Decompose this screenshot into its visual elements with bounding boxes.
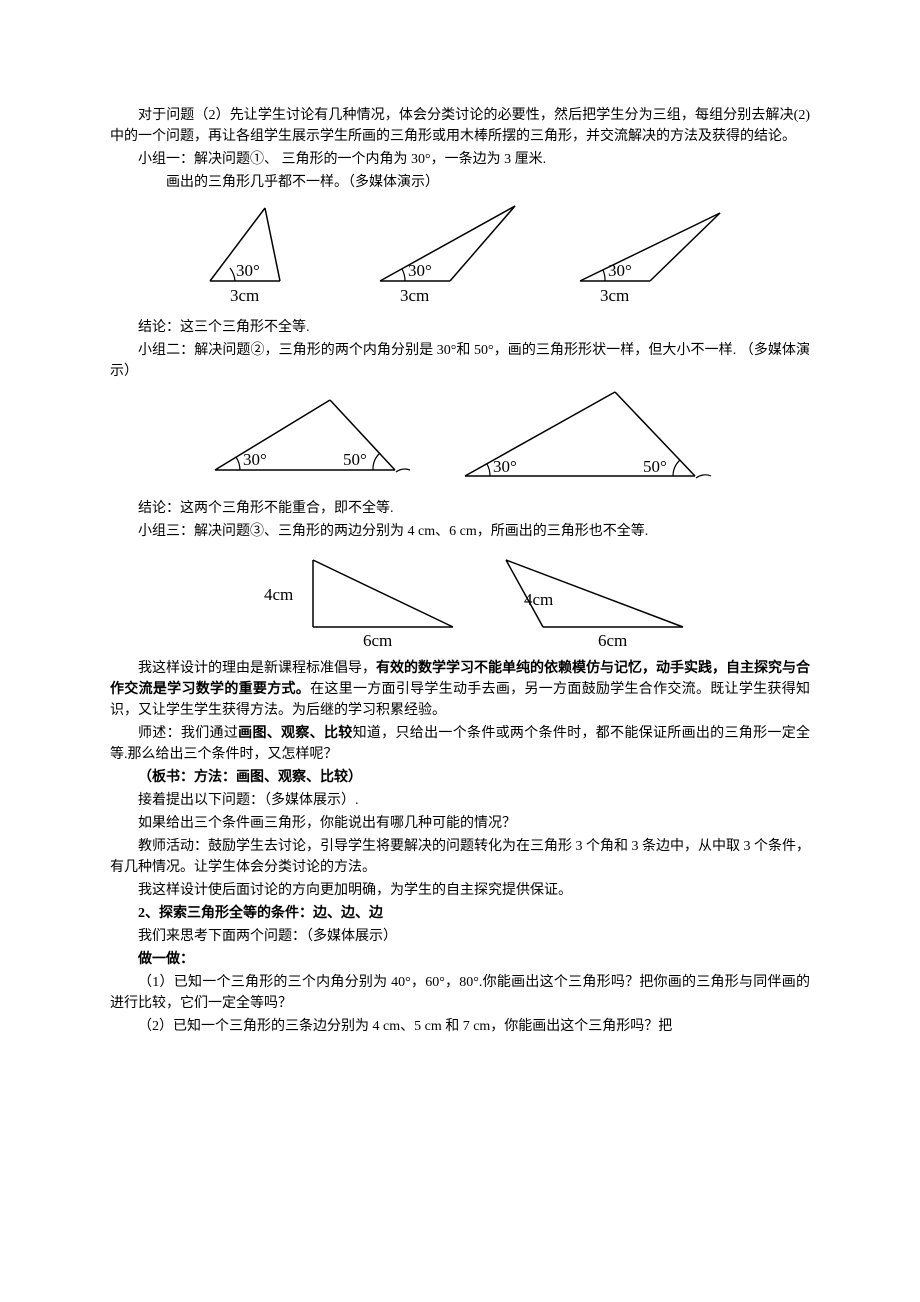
triangle-1b: 30° 3cm [360,201,540,309]
paragraph-2: 小组一：解决问题①、 三角形的一个内角为 30°，一条边为 3 厘米. [110,149,810,170]
svg-text:4cm: 4cm [264,585,293,604]
triangle-2b: 30° 50° [445,390,725,490]
paragraph-18: （1）已知一个三角形的三个内角分别为 40°，60°，80°.你能画出这个三角形… [110,972,810,1014]
paragraph-13: 教师活动：鼓励学生去讨论，引导学生将要解决的问题转化为在三角形 3 个角和 3 … [110,836,810,878]
paragraph-17: 做一做： [110,949,810,970]
figure-1: 30° 3cm 30° 3cm 30° 3cm [110,201,810,309]
paragraph-3: 画出的三角形几乎都不一样。（多媒体演示） [110,172,810,193]
svg-text:30°: 30° [236,261,260,280]
svg-text:4cm: 4cm [524,590,553,609]
svg-text:3cm: 3cm [600,286,629,305]
paragraph-10: （板书：方法：画图、观察、比较） [110,767,810,788]
paragraph-6: 结论：这两个三角形不能重合，即不全等. [110,498,810,519]
paragraph-14: 我这样设计使后面讨论的方向更加明确，为学生的自主探究提供保证。 [110,880,810,901]
triangle-3a: 4cm 6cm [258,550,468,650]
paragraph-4: 结论：这三个三角形不全等. [110,317,810,338]
paragraph-7: 小组三：解决问题③、三角形的两边分别为 4 cm、6 cm，所画出的三角形也不全… [110,521,810,542]
svg-text:6cm: 6cm [598,631,627,650]
svg-text:6cm: 6cm [363,631,392,650]
svg-text:30°: 30° [608,261,632,280]
paragraph-19: （2）已知一个三角形的三条边分别为 4 cm、5 cm 和 7 cm，你能画出这… [110,1016,810,1037]
svg-text:3cm: 3cm [400,286,429,305]
triangle-2a: 30° 50° [195,390,425,490]
paragraph-1: 对于问题（2）先让学生讨论有几种情况，体会分类讨论的必要性，然后把学生分为三组，… [110,105,810,147]
paragraph-9: 师述：我们通过画图、观察、比较知道，只给出一个条件或两个条件时，都不能保证所画出… [110,723,810,765]
paragraph-5: 小组二：解决问题②，三角形的两个内角分别是 30°和 50°，画的三角形形状一样… [110,340,810,382]
paragraph-11: 接着提出以下问题：（多媒体展示）. [110,790,810,811]
paragraph-15: 2、探索三角形全等的条件：边、边、边 [110,903,810,924]
triangle-3b: 4cm 6cm [488,550,703,650]
svg-text:30°: 30° [493,457,517,476]
paragraph-16: 我们来思考下面两个问题：（多媒体展示） [110,926,810,947]
figure-2: 30° 50° 30° 50° [110,390,810,490]
paragraph-8: 我这样设计的理由是新课程标准倡导，有效的数学学习不能单纯的依赖模仿与记忆，动手实… [110,658,810,721]
svg-text:3cm: 3cm [230,286,259,305]
figure-3: 4cm 6cm 4cm 6cm [110,550,810,650]
svg-text:50°: 50° [343,450,367,469]
svg-text:50°: 50° [643,457,667,476]
triangle-1c: 30° 3cm [560,201,730,309]
svg-text:30°: 30° [243,450,267,469]
svg-text:30°: 30° [408,261,432,280]
triangle-1a: 30° 3cm [190,201,340,309]
paragraph-12: 如果给出三个条件画三角形，你能说出有哪几种可能的情况？ [110,813,810,834]
document-page: 对于问题（2）先让学生讨论有几种情况，体会分类讨论的必要性，然后把学生分为三组，… [0,0,920,1302]
